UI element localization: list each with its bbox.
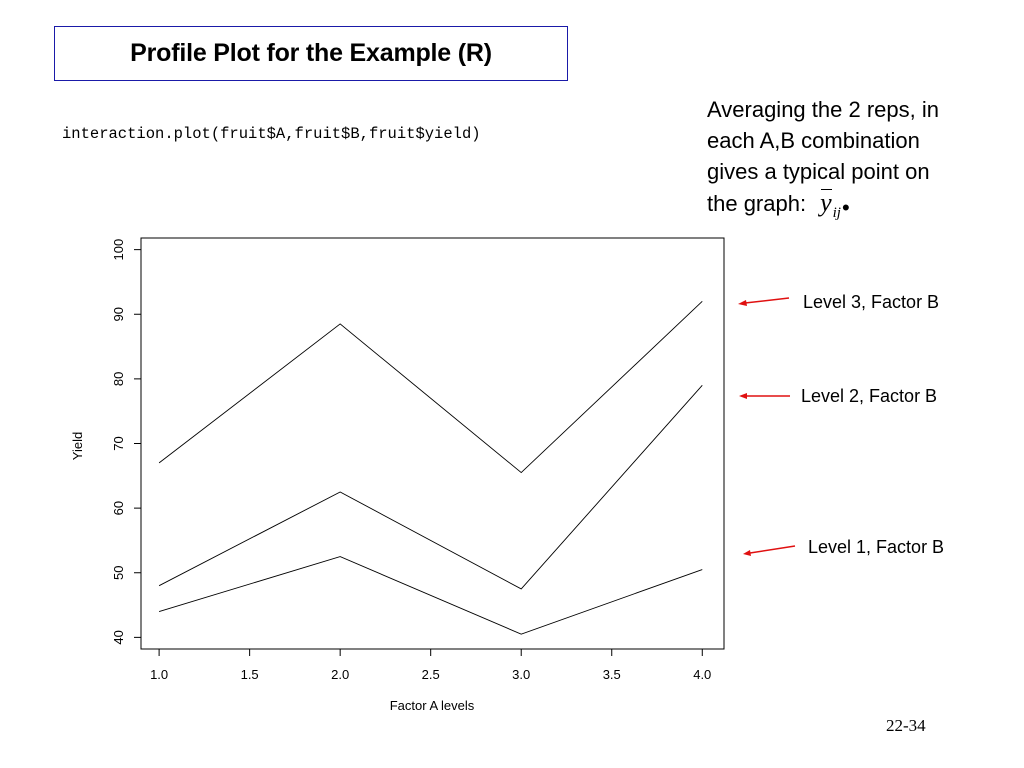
x-axis: 1.0 1.5 2.0 2.5 3.0 3.5 4.0 (150, 649, 711, 682)
arrow-level-3 (738, 297, 790, 306)
slide-title-box: Profile Plot for the Example (R) (54, 26, 568, 81)
note-line-2: each A,B combination (707, 128, 920, 153)
series-line-2 (158, 385, 703, 590)
y-axis-label: Yield (70, 432, 85, 460)
label-level-2-factor-b: Level 2, Factor B (801, 386, 938, 406)
y-tick-label: 40 (111, 630, 126, 644)
x-tick-label: 1.0 (150, 667, 168, 682)
x-tick-label: 3.5 (603, 667, 621, 682)
series-line-3 (158, 556, 703, 635)
y-tick-label: 50 (111, 566, 126, 580)
label-level-3-factor-b: Level 3, Factor B (803, 292, 940, 312)
y-tick-label: 60 (111, 501, 126, 515)
y-axis: 40 50 60 70 80 90 100 (111, 239, 141, 645)
explanation-note: Averaging the 2 reps, in each A,B combin… (707, 94, 1007, 223)
y-tick-label: 80 (111, 372, 126, 386)
ybar-formula: yij• (820, 187, 850, 223)
note-line-4: the graph: yij• (707, 187, 1007, 223)
y-tick-label: 70 (111, 436, 126, 450)
slide-number: 22-34 (886, 716, 926, 735)
x-tick-label: 2.0 (331, 667, 349, 682)
r-code-line: interaction.plot(fruit$A,fruit$B,fruit$y… (62, 125, 481, 143)
arrow-level-1 (743, 545, 796, 556)
note-line-3: gives a typical point on (707, 159, 930, 184)
x-tick-label: 1.5 (241, 667, 259, 682)
formula-dot: • (841, 195, 850, 220)
x-tick-label: 4.0 (693, 667, 711, 682)
formula-subscript: ij (832, 205, 841, 221)
plot-frame (140, 237, 725, 650)
label-level-1-factor-b: Level 1, Factor B (808, 537, 945, 557)
y-tick-label: 90 (111, 307, 126, 321)
series-line-1 (158, 301, 703, 474)
x-axis-label: Factor A levels (390, 698, 475, 713)
x-tick-label: 2.5 (422, 667, 440, 682)
arrow-level-2 (739, 393, 790, 399)
formula-symbol: y (820, 188, 832, 217)
note-line-4-text: the graph: (707, 191, 807, 216)
note-line-1: Averaging the 2 reps, in (707, 97, 939, 122)
x-tick-label: 3.0 (512, 667, 530, 682)
slide-title: Profile Plot for the Example (R) (130, 39, 492, 67)
series-lines (158, 301, 703, 635)
y-tick-label: 100 (111, 239, 126, 261)
